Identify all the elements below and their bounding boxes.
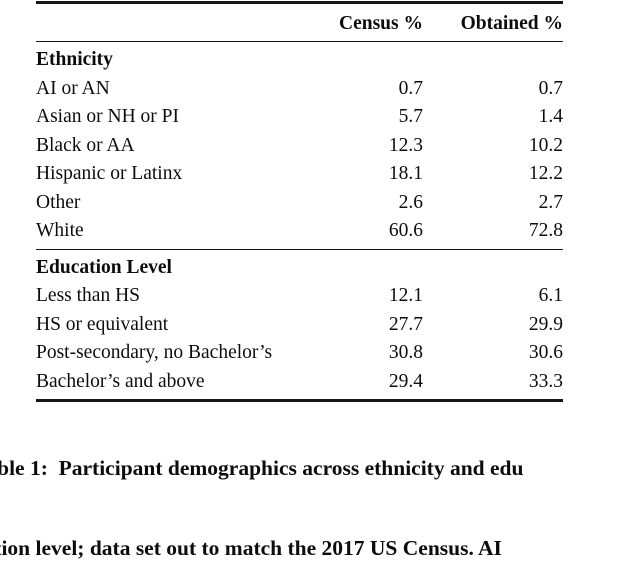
row-label: Other [36, 191, 81, 213]
row-label: Asian or NH or PI [36, 106, 179, 127]
table-row: Hispanic or Latinx 18.1 12.2 [36, 160, 563, 189]
table-caption: Table 1: Participant demographics across… [0, 402, 626, 588]
section-ethnicity: Ethnicity AI or AN 0.7 0.7 Asian or NH o… [36, 42, 563, 249]
row-label: AI or AN [36, 77, 110, 99]
empty-cell [303, 46, 423, 75]
obtained-value: 33.3 [528, 370, 563, 392]
table-bottom-rule [36, 399, 563, 402]
obtained-value: 29.9 [528, 313, 563, 335]
table-row: Asian or NH or PI 5.7 1.4 [36, 103, 563, 132]
census-value: 2.6 [398, 191, 423, 213]
table-header-row: Census % Obtained % [36, 4, 563, 41]
table-row: Other 2.6 2.7 [36, 189, 563, 218]
table-top-rule [36, 1, 563, 4]
caption-line-1: Table 1: Participant demographics across… [0, 456, 524, 480]
obtained-value: 2.7 [538, 191, 563, 213]
column-header-obtained: Obtained % [460, 13, 563, 34]
census-value: 30.8 [388, 342, 423, 363]
obtained-value: 0.7 [538, 77, 563, 99]
census-value: 60.6 [388, 220, 423, 241]
census-value: 0.7 [398, 77, 423, 99]
table-row: HS or equivalent 27.7 29.9 [36, 311, 563, 340]
table-row: AI or AN 0.7 0.7 [36, 75, 563, 104]
row-label: Black or AA [36, 134, 135, 156]
empty-cell [303, 254, 423, 283]
row-label: Bachelor’s and above [36, 370, 205, 392]
obtained-value: 12.2 [528, 163, 563, 184]
census-value: 12.3 [388, 134, 423, 156]
table-row: Less than HS 12.1 6.1 [36, 282, 563, 311]
census-value: 12.1 [388, 285, 423, 306]
table-row: Bachelor’s and above 29.4 33.3 [36, 368, 563, 397]
demographics-table: Census % Obtained % Ethnicity AI or AN 0… [36, 1, 563, 402]
obtained-value: 30.6 [528, 342, 563, 363]
row-label: Less than HS [36, 285, 140, 306]
table-row: Black or AA 12.3 10.2 [36, 132, 563, 161]
row-label: HS or equivalent [36, 313, 169, 335]
section-title: Ethnicity [36, 49, 113, 70]
row-label: White [36, 220, 84, 241]
census-value: 27.7 [388, 313, 423, 335]
empty-cell [423, 46, 563, 75]
section-title: Education Level [36, 256, 172, 278]
caption-line-2: cation level; data set out to match the … [0, 535, 502, 560]
table-row: White 60.6 72.8 [36, 217, 563, 246]
column-header-census: Census % [339, 13, 423, 34]
obtained-value: 6.1 [538, 285, 563, 306]
table-row: Post-secondary, no Bachelor’s 30.8 30.6 [36, 339, 563, 368]
census-value: 5.7 [398, 106, 423, 127]
table-mid-rule [36, 41, 563, 42]
obtained-value: 72.8 [528, 220, 563, 241]
table-mid-rule [36, 248, 563, 250]
section-header-row: Ethnicity [36, 46, 563, 75]
row-label: Hispanic or Latinx [36, 163, 183, 184]
obtained-value: 10.2 [528, 134, 563, 156]
census-value: 29.4 [388, 370, 423, 392]
census-value: 18.1 [388, 163, 423, 184]
empty-cell [423, 254, 563, 283]
obtained-value: 1.4 [538, 106, 563, 127]
section-education-level: Education Level Less than HS 12.1 6.1 HS… [36, 250, 563, 400]
row-label: Post-secondary, no Bachelor’s [36, 342, 273, 363]
section-header-row: Education Level [36, 254, 563, 283]
